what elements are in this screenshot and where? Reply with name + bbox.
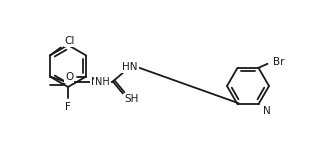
Text: Br: Br — [273, 57, 285, 67]
Text: SH: SH — [125, 95, 139, 104]
Text: N: N — [263, 106, 270, 116]
Text: O: O — [65, 71, 73, 82]
Text: Cl: Cl — [65, 36, 75, 45]
Text: F: F — [65, 102, 71, 112]
Text: S: S — [128, 96, 134, 107]
Text: N: N — [91, 77, 99, 86]
Text: NH: NH — [95, 77, 110, 86]
Text: HN: HN — [122, 62, 138, 71]
